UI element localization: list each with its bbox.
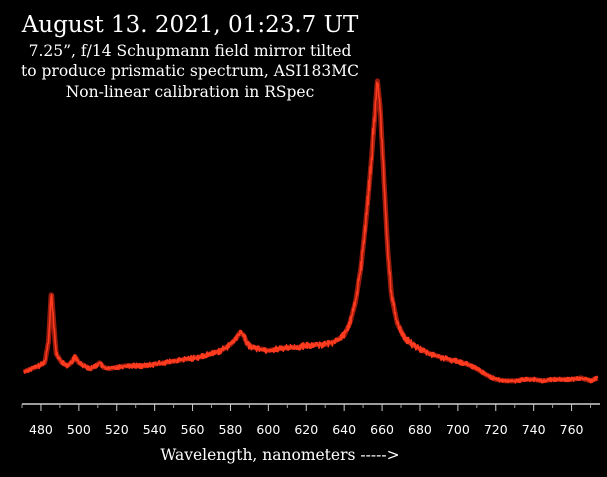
- x-tick-label: 720: [484, 422, 508, 437]
- x-tick-label: 680: [408, 422, 432, 437]
- x-tick-label: 700: [446, 422, 470, 437]
- x-tick-label: 740: [522, 422, 546, 437]
- chart-title: August 13. 2021, 01:23.7 UT: [21, 12, 359, 38]
- chart-subtitle-line-3: Non-linear calibration in RSpec: [65, 83, 315, 101]
- x-tick-label: 500: [67, 422, 91, 437]
- spectrum-line: [23, 81, 599, 384]
- x-tick-label: 520: [105, 422, 129, 437]
- x-tick-label: 760: [560, 422, 584, 437]
- x-tick-label: 580: [219, 422, 243, 437]
- x-tick-label: 480: [29, 422, 53, 437]
- x-tick-label: 600: [256, 422, 280, 437]
- x-axis-label: Wavelength, nanometers ----->: [160, 446, 400, 464]
- x-tick-label: 640: [332, 422, 356, 437]
- x-axis-ticks: 480 500 520 540 560 580 600 620 640 660 680 700 720 7…: [21, 404, 592, 437]
- x-tick-label: 660: [370, 422, 394, 437]
- x-tick-label: 560: [181, 422, 205, 437]
- spectrum-band: [22, 78, 600, 384]
- chart-subtitle-line-1: 7.25”, f/14 Schupmann field mirror tilte…: [28, 42, 352, 60]
- x-tick-label: 540: [143, 422, 167, 437]
- x-tick-label: 620: [294, 422, 318, 437]
- chart-subtitle-line-2: to produce prismatic spectrum, ASI183MC: [21, 62, 359, 80]
